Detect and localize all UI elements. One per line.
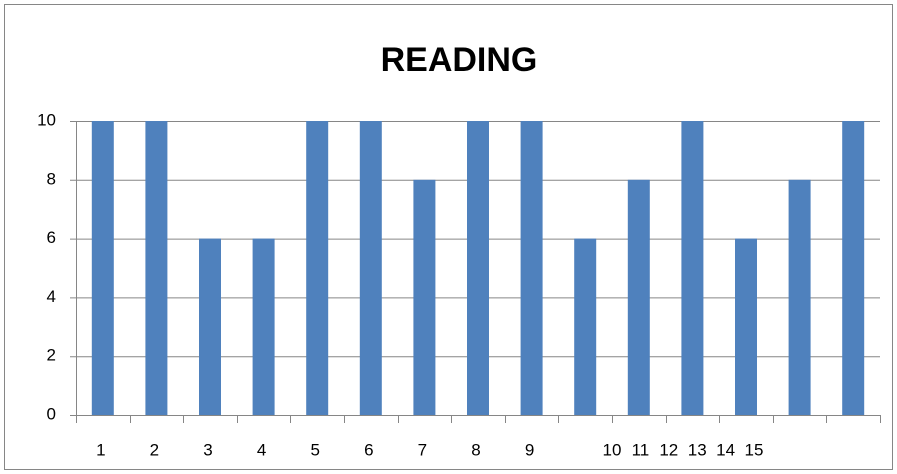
bar	[842, 121, 865, 415]
y-tick-label: 0	[47, 404, 56, 423]
bar	[145, 121, 168, 415]
bar	[199, 238, 221, 415]
x-tick-label: 2	[150, 440, 159, 459]
bar	[735, 238, 757, 415]
bar	[91, 121, 114, 415]
bar	[627, 179, 650, 415]
x-tick-label: 8	[471, 440, 480, 459]
y-tick-label: 4	[47, 287, 56, 306]
x-tick-label: 5	[310, 440, 319, 459]
y-tick-label: 10	[37, 110, 56, 129]
bar	[574, 238, 597, 415]
bar	[681, 121, 704, 415]
chart-title: READING	[381, 41, 538, 79]
x-tick-label: 3	[203, 440, 212, 459]
x-tick-label: 1	[96, 440, 105, 459]
x-tick-label: 15	[745, 440, 764, 459]
x-tick-label: 7	[418, 440, 427, 459]
bar	[252, 238, 275, 415]
bar	[520, 121, 543, 415]
bar	[788, 179, 811, 415]
bar	[467, 121, 489, 415]
x-tick-label: 12	[659, 440, 678, 459]
bar	[359, 121, 382, 415]
bar	[306, 121, 329, 415]
bar	[413, 179, 436, 415]
y-tick-label: 2	[47, 346, 56, 365]
x-tick-label: 10	[603, 440, 622, 459]
x-tick-label: 4	[257, 440, 266, 459]
y-tick-label: 6	[47, 228, 56, 247]
x-tick-label: 9	[525, 440, 534, 459]
x-tick-label: 11	[632, 440, 650, 459]
x-tick-label: 13	[688, 440, 707, 459]
x-tick-label: 6	[364, 440, 373, 459]
x-tick-label: 14	[716, 440, 735, 459]
y-tick-label: 8	[47, 169, 56, 188]
